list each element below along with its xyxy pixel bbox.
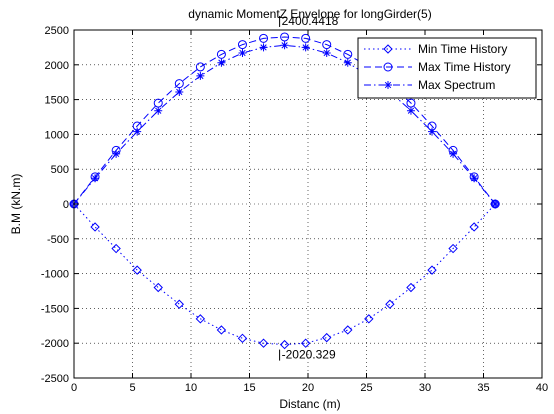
x-tick-label: 15 (243, 382, 255, 394)
data-point (301, 33, 311, 43)
y-tick-label: 0 (63, 199, 69, 211)
y-axis-label: B.M (kN.m) (9, 174, 23, 235)
data-point (280, 41, 289, 50)
data-point (237, 333, 248, 344)
y-tick-label: 2000 (45, 60, 69, 72)
data-point (195, 314, 206, 324)
data-point (237, 40, 247, 50)
x-tick-label: 30 (419, 382, 431, 394)
y-tick-label: -1500 (41, 303, 69, 315)
series-line (73, 36, 496, 205)
annotation-1: 2400.4418 (279, 14, 339, 28)
data-point (406, 106, 415, 115)
data-point (111, 243, 121, 254)
legend-marker (383, 62, 393, 72)
legend-entry-1: Min Time History (364, 42, 507, 56)
data-point (322, 40, 332, 50)
data-point (216, 325, 227, 335)
data-point (301, 43, 310, 52)
x-axis-label: Distanc (m) (279, 397, 340, 411)
legend-label: Max Spectrum (418, 78, 495, 92)
data-point (217, 58, 226, 67)
data-point (133, 127, 142, 136)
axis-ticks: 0 5 10 15 20 25 30 35 40 -2500 -2000 -1500 -1000 -500… (41, 25, 548, 394)
legend: Min Time History Max Time History Max Spec… (357, 37, 537, 99)
data-point (238, 48, 247, 57)
legend-label: Min Time History (418, 42, 507, 56)
annotation-label: 2400.4418 (282, 14, 339, 28)
legend-entry-3: Max Spectrum (364, 78, 495, 92)
data-point (216, 49, 226, 59)
data-point (259, 33, 269, 43)
data-point (427, 265, 437, 275)
data-point (491, 200, 500, 208)
data-point (258, 338, 269, 348)
data-point (280, 32, 290, 42)
data-point (448, 243, 458, 254)
data-point (91, 174, 100, 183)
data-point (385, 299, 395, 309)
y-tick-label: -2000 (41, 338, 69, 350)
data-point (469, 222, 479, 232)
x-tick-label: 5 (129, 382, 135, 394)
legend-marker (384, 81, 392, 89)
data-point (470, 174, 479, 183)
y-tick-label: -2500 (41, 373, 69, 385)
data-point (174, 299, 185, 309)
legend-entry-2: Max Time History (364, 60, 511, 74)
y-tick-label: -500 (47, 234, 69, 246)
data-point (428, 127, 437, 136)
x-tick-label: 35 (477, 382, 489, 394)
data-point (300, 338, 311, 348)
data-point (132, 265, 142, 275)
x-tick-label: 20 (302, 382, 314, 394)
y-tick-label: 500 (51, 164, 69, 176)
x-tick-label: 10 (185, 382, 197, 394)
data-point (196, 71, 205, 80)
y-tick-label: 1000 (45, 129, 69, 141)
y-tick-label: 1500 (45, 95, 69, 107)
data-point (406, 282, 416, 293)
data-point (195, 62, 205, 72)
x-tick-label: 0 (71, 382, 77, 394)
data-point (174, 79, 184, 89)
data-point (90, 222, 100, 232)
annotation-label: -2020.329 (282, 348, 336, 362)
y-tick-label: -1000 (41, 269, 69, 281)
data-point (449, 149, 458, 158)
annotation-2: -2020.329 (279, 348, 336, 362)
annotations: 2400.4418 -2020.329 (279, 14, 339, 362)
data-point (112, 149, 121, 158)
data-point (343, 49, 353, 59)
data-point (153, 282, 163, 293)
data-point (343, 325, 353, 335)
data-point (279, 339, 290, 350)
data-point (259, 43, 268, 52)
legend-marker (383, 44, 393, 54)
data-point (343, 58, 352, 67)
x-tick-label: 40 (536, 382, 548, 394)
data-point (364, 314, 374, 324)
data-point (175, 87, 184, 96)
data-point (322, 332, 332, 343)
y-tick-label: 2500 (45, 25, 69, 37)
legend-label: Max Time History (418, 60, 511, 74)
chart-title: dynamic MomentZ Envelope for longGirder(… (188, 7, 431, 21)
x-tick-label: 25 (360, 382, 372, 394)
data-point (322, 48, 331, 57)
data-point (154, 106, 163, 115)
